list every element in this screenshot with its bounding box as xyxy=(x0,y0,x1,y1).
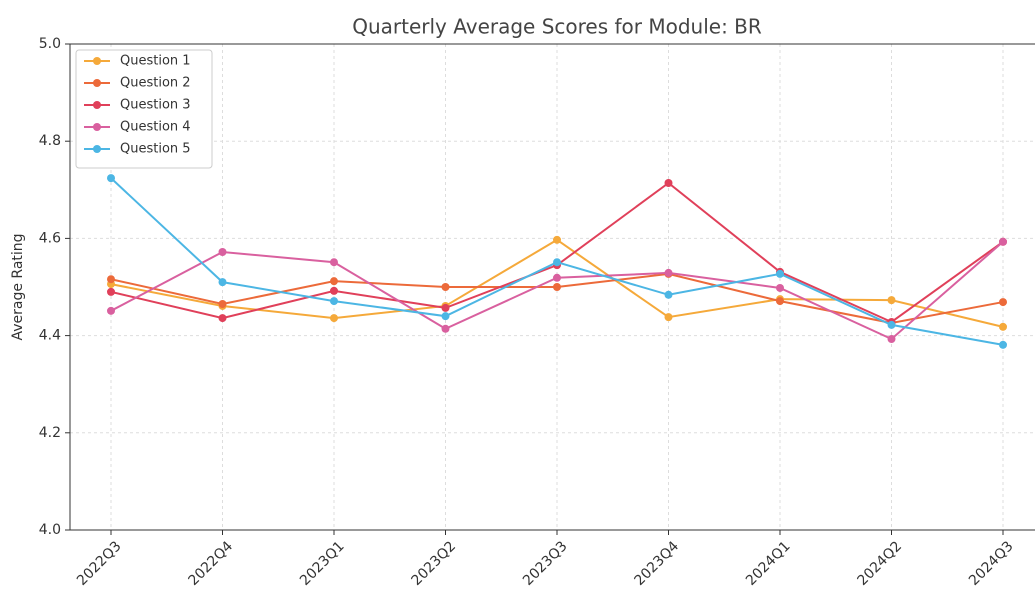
marker xyxy=(887,296,896,305)
marker xyxy=(999,298,1007,307)
marker xyxy=(107,287,115,296)
marker xyxy=(776,297,784,306)
y-tick-label: 4.4 xyxy=(39,328,61,344)
marker xyxy=(218,300,227,309)
legend-label: Question 1 xyxy=(120,54,191,69)
marker xyxy=(330,258,338,267)
x-tick-label: 2023Q3 xyxy=(520,538,571,589)
x-tick-label: 2022Q4 xyxy=(186,538,237,589)
marker xyxy=(441,312,450,321)
y-tick-label: 4.0 xyxy=(39,522,61,538)
marker xyxy=(887,320,896,329)
y-tick-label: 4.6 xyxy=(39,230,61,246)
chart-title: Quarterly Average Scores for Module: BR xyxy=(352,15,762,39)
marker xyxy=(441,303,450,312)
marker xyxy=(999,322,1007,331)
marker xyxy=(218,314,227,323)
marker xyxy=(664,178,673,187)
legend-marker xyxy=(93,57,101,65)
marker xyxy=(664,268,673,277)
x-tick-label: 2022Q3 xyxy=(74,538,125,589)
marker xyxy=(553,258,561,267)
marker xyxy=(664,313,673,322)
x-tick-label: 2024Q1 xyxy=(743,538,794,589)
legend-box xyxy=(75,49,213,169)
marker xyxy=(107,306,115,315)
marker xyxy=(999,237,1007,246)
y-tick-label: 4.2 xyxy=(39,425,61,441)
marker xyxy=(553,273,561,282)
legend-marker xyxy=(93,101,101,109)
line xyxy=(110,181,1004,324)
x-tick-label: 2023Q2 xyxy=(409,538,460,589)
legend-marker xyxy=(93,79,101,87)
marker xyxy=(441,283,450,291)
marker xyxy=(330,286,338,295)
marker xyxy=(107,174,115,183)
marker xyxy=(218,278,227,287)
marker xyxy=(776,269,784,278)
marker xyxy=(553,283,561,291)
marker xyxy=(218,248,227,257)
marker xyxy=(330,314,338,323)
marker xyxy=(776,283,784,292)
y-axis-label: Average Rating xyxy=(10,233,26,340)
marker xyxy=(999,340,1007,349)
x-tick-label: 2023Q1 xyxy=(297,538,348,589)
x-tick-label: 2024Q3 xyxy=(966,538,1017,589)
marker xyxy=(330,297,338,306)
y-tick-label: 5.0 xyxy=(39,36,61,52)
legend: Question 1 Question 2 Question 3 Question 4… xyxy=(75,49,213,169)
marker xyxy=(887,335,896,344)
legend-label: Question 3 xyxy=(120,98,191,113)
legend-label: Question 5 xyxy=(120,142,191,157)
x-tick-label: 2023Q4 xyxy=(632,538,683,589)
legend-marker xyxy=(93,145,101,153)
marker xyxy=(441,324,450,333)
legend-marker xyxy=(93,123,101,131)
x-tick-label: 2024Q2 xyxy=(855,538,906,589)
marker xyxy=(664,290,673,299)
marker xyxy=(330,277,338,286)
marker xyxy=(553,235,561,244)
legend-label: Question 2 xyxy=(120,76,191,91)
marker xyxy=(107,275,115,284)
y-tick-label: 4.8 xyxy=(39,133,61,149)
legend-label: Question 4 xyxy=(120,120,191,135)
